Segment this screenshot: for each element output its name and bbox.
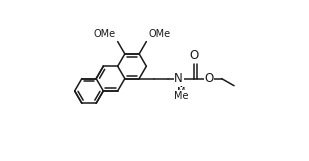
Text: Me: Me (175, 91, 189, 101)
Text: M: M (177, 87, 186, 97)
Text: OMe: OMe (149, 28, 171, 38)
Text: O: O (190, 49, 199, 62)
Text: N: N (174, 72, 183, 85)
Text: O: O (204, 72, 213, 85)
Text: OMe: OMe (93, 29, 115, 39)
